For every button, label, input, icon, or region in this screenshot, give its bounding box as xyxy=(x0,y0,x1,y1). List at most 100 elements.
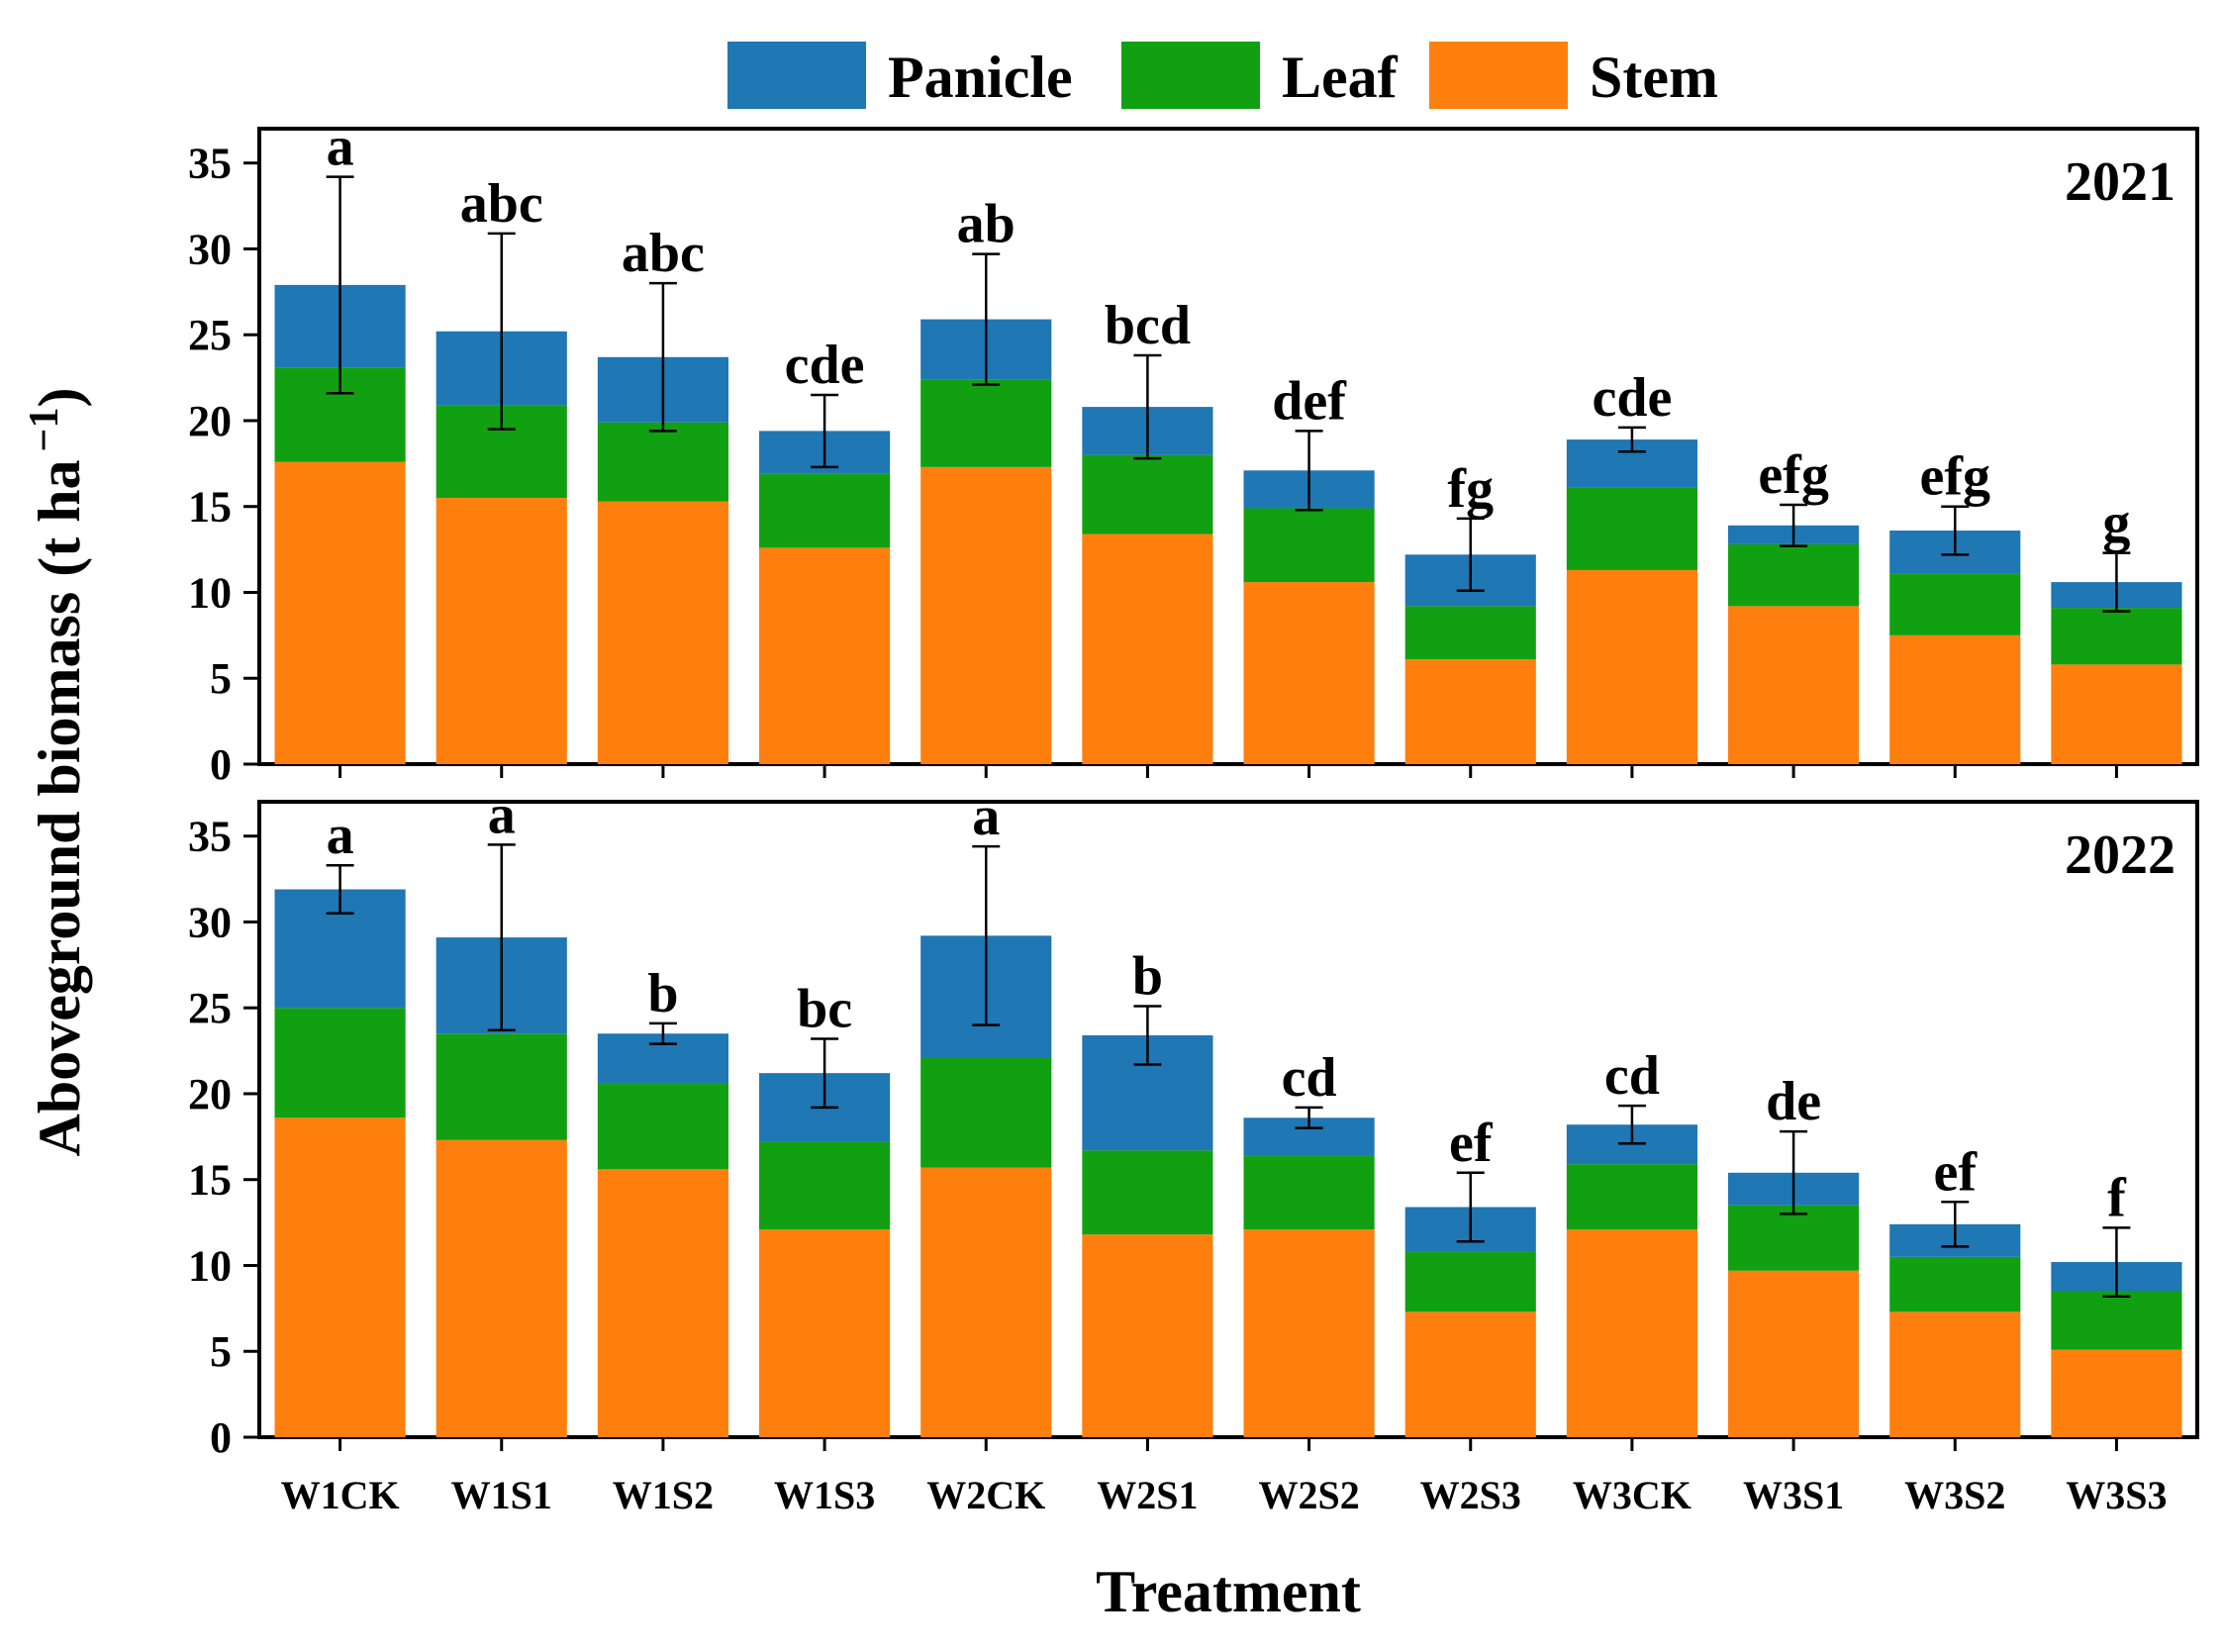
bar-stem-2021-W3S2 xyxy=(1889,634,2021,764)
bar-leaf-2022-W1S3 xyxy=(759,1141,891,1230)
x-tick-label-W1CK: W1CK xyxy=(281,1473,400,1517)
bar-leaf-2022-W2CK xyxy=(920,1057,1052,1168)
bar-leaf-2022-W1S1 xyxy=(435,1033,567,1140)
bar-stem-2022-W2CK xyxy=(920,1167,1052,1437)
bar-leaf-2022-W2S1 xyxy=(1082,1150,1213,1235)
significance-letter-2022-W2S3: ef xyxy=(1449,1113,1494,1174)
bar-stem-2022-W2S1 xyxy=(1082,1234,1213,1437)
significance-letter-2021-W1S1: abc xyxy=(460,173,543,235)
y-axis-title: Aboveground biomass (t ha −1) xyxy=(22,388,92,1157)
significance-letter-2021-W2S2: def xyxy=(1272,370,1347,432)
significance-letter-2022-W1S2: b xyxy=(647,963,678,1024)
y-tick-label: 5 xyxy=(210,1327,232,1376)
y-axis-title-superscript: −1 xyxy=(22,408,67,452)
bar-leaf-2022-W2S2 xyxy=(1243,1155,1375,1230)
legend-swatch-leaf xyxy=(1121,42,1260,109)
bar-stem-2022-W3S2 xyxy=(1889,1312,2021,1437)
y-tick-label: 5 xyxy=(210,654,232,703)
x-tick-label-W3S1: W3S1 xyxy=(1743,1473,1844,1517)
x-tick-label-W2S3: W2S3 xyxy=(1420,1473,1521,1517)
y-tick-label: 10 xyxy=(188,568,232,617)
bar-leaf-2022-W3S3 xyxy=(2051,1291,2182,1350)
bar-stem-2021-W1CK xyxy=(274,461,406,764)
bar-stem-2021-W3CK xyxy=(1566,569,1697,764)
bar-stem-2021-W3S1 xyxy=(1728,606,1860,764)
significance-letter-2021-W1S3: cde xyxy=(785,335,865,396)
legend-label-stem: Stem xyxy=(1590,45,1718,110)
bar-stem-2022-W3S1 xyxy=(1728,1270,1860,1437)
bar-leaf-2021-W2CK xyxy=(920,379,1052,467)
significance-letter-2022-W3S2: ef xyxy=(1933,1141,1978,1203)
bar-leaf-2022-W3S2 xyxy=(1889,1256,2021,1312)
x-tick-label-W2S2: W2S2 xyxy=(1258,1473,1359,1517)
y-tick-label: 30 xyxy=(188,898,232,946)
y-tick-label: 35 xyxy=(188,813,232,861)
x-tick-label-W3CK: W3CK xyxy=(1573,1473,1692,1517)
significance-letter-2021-W3S3: g xyxy=(2102,493,2130,554)
y-tick-label: 25 xyxy=(188,311,232,359)
significance-letter-2021-W2S1: bcd xyxy=(1105,295,1191,356)
bar-stem-2022-W3CK xyxy=(1566,1229,1697,1437)
bar-stem-2022-W2S2 xyxy=(1243,1229,1375,1437)
bar-stem-2021-W2CK xyxy=(920,466,1052,764)
x-tick-label-W3S3: W3S3 xyxy=(2066,1473,2167,1517)
bar-leaf-2021-W2S2 xyxy=(1243,508,1375,583)
x-tick-label-W1S3: W1S3 xyxy=(774,1473,875,1517)
x-axis-title: Treatment xyxy=(1096,1559,1361,1624)
legend-swatch-panicle xyxy=(727,42,866,109)
significance-letter-2022-W3CK: cd xyxy=(1604,1045,1660,1107)
bar-stem-2022-W1S3 xyxy=(759,1229,891,1437)
y-tick-label: 25 xyxy=(188,984,232,1032)
y-tick-label: 20 xyxy=(188,1070,232,1118)
x-tick-label-W3S2: W3S2 xyxy=(1904,1473,2005,1517)
bar-leaf-2021-W1S3 xyxy=(759,473,891,548)
y-tick-label: 20 xyxy=(188,397,232,445)
panel-year-label: 2022 xyxy=(2065,825,2176,886)
y-axis-title-main: Aboveground biomass (t ha xyxy=(27,459,92,1156)
bar-leaf-2021-W3CK xyxy=(1566,487,1697,570)
significance-letter-2022-W3S1: de xyxy=(1766,1071,1821,1132)
y-tick-label: 15 xyxy=(188,483,232,532)
bar-stem-2021-W1S3 xyxy=(759,547,891,764)
significance-letter-2022-W3S3: f xyxy=(2107,1167,2127,1228)
bar-leaf-2022-W2S3 xyxy=(1404,1251,1536,1312)
bar-stem-2022-W3S3 xyxy=(2051,1349,2182,1437)
bar-stem-2022-W1S2 xyxy=(597,1169,728,1437)
significance-letter-2021-W3CK: cde xyxy=(1592,367,1672,429)
bar-leaf-2022-W3S1 xyxy=(1728,1205,1860,1271)
y-tick-label: 35 xyxy=(188,140,232,188)
bar-stem-2021-W3S3 xyxy=(2051,664,2182,764)
x-tick-label-W1S1: W1S1 xyxy=(451,1473,552,1517)
legend-swatch-stem xyxy=(1429,42,1568,109)
bar-leaf-2021-W3S1 xyxy=(1728,543,1860,607)
y-tick-label: 0 xyxy=(210,1413,232,1462)
y-tick-label: 15 xyxy=(188,1156,232,1205)
y-tick-label: 30 xyxy=(188,225,232,273)
y-tick-label: 10 xyxy=(188,1241,232,1290)
bar-stem-2021-W1S1 xyxy=(435,498,567,764)
bar-leaf-2021-W3S2 xyxy=(1889,573,2021,635)
y-tick-label: 0 xyxy=(210,740,232,789)
bar-stem-2021-W2S2 xyxy=(1243,582,1375,764)
significance-letter-2022-W2CK: a xyxy=(972,786,1000,847)
bar-stem-2022-W1S1 xyxy=(435,1139,567,1437)
bar-leaf-2021-W3S3 xyxy=(2051,608,2182,665)
bar-stem-2021-W2S3 xyxy=(1404,659,1536,764)
bar-stem-2022-W1CK xyxy=(274,1118,406,1437)
bar-leaf-2022-W1S2 xyxy=(597,1083,728,1170)
significance-letter-2022-W2S2: cd xyxy=(1282,1047,1337,1109)
y-axis-title-close: ) xyxy=(27,388,92,408)
x-tick-label-W1S2: W1S2 xyxy=(613,1473,714,1517)
significance-letter-2022-W1S3: bc xyxy=(797,978,852,1039)
bar-leaf-2021-W2S3 xyxy=(1404,606,1536,660)
bar-leaf-2021-W1S2 xyxy=(597,422,728,502)
bar-stem-2022-W2S3 xyxy=(1404,1312,1536,1437)
significance-letter-2021-W2CK: ab xyxy=(957,194,1015,255)
bar-leaf-2022-W3CK xyxy=(1566,1164,1697,1230)
bar-leaf-2021-W2S1 xyxy=(1082,454,1213,534)
significance-letter-2021-W3S2: efg xyxy=(1919,446,1990,508)
panel-frame-2021 xyxy=(257,127,2199,766)
significance-letter-2022-W1CK: a xyxy=(327,805,354,866)
x-tick-label-W2CK: W2CK xyxy=(926,1473,1045,1517)
